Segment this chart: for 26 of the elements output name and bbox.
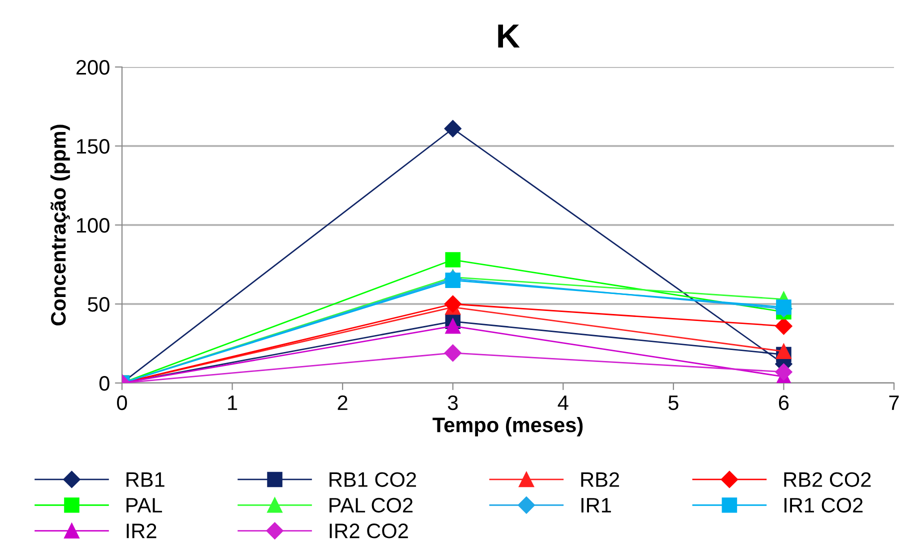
y-tick-label: 0 bbox=[99, 376, 110, 391]
x-tick-label: 3 bbox=[448, 395, 458, 410]
chart-title: K bbox=[498, 24, 520, 48]
x-axis-title: Tempo (meses) bbox=[432, 417, 583, 436]
x-tick-label: 7 bbox=[889, 396, 899, 410]
x-tick-label: 0 bbox=[117, 395, 127, 410]
legend-label: IR2 bbox=[126, 524, 156, 538]
legend-label: RB1 bbox=[126, 472, 164, 487]
legend-label: RB2 CO2 bbox=[784, 472, 871, 487]
y-tick-label: 150 bbox=[77, 139, 110, 154]
legend-label: IR1 bbox=[581, 498, 611, 512]
y-tick-label: 100 bbox=[77, 218, 110, 233]
x-tick-label: 1 bbox=[228, 396, 238, 410]
legend-label: PAL bbox=[126, 498, 162, 512]
x-tick-label: 5 bbox=[668, 396, 678, 410]
legend-label: IR1 CO2 bbox=[784, 498, 863, 513]
x-tick-label: 6 bbox=[778, 395, 789, 410]
y-axis-title: Concentração (ppm) bbox=[50, 124, 70, 326]
legend-label: PAL CO2 bbox=[330, 498, 413, 513]
legend-label: IR2 CO2 bbox=[330, 524, 408, 538]
legend-label: RB2 bbox=[581, 472, 620, 487]
x-tick-label: 2 bbox=[338, 395, 348, 410]
legend-label: RB1 CO2 bbox=[330, 472, 416, 487]
y-tick-label: 200 bbox=[76, 60, 110, 75]
x-tick-label: 4 bbox=[558, 396, 568, 410]
y-tick-label: 50 bbox=[88, 297, 110, 312]
